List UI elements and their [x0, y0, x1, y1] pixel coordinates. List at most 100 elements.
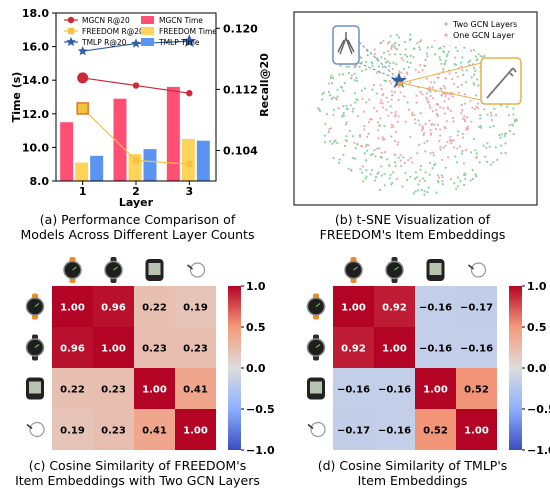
speed-sensor-icon-body [470, 262, 487, 278]
tsne-point [460, 65, 463, 68]
tsne-point [421, 93, 424, 96]
tsne-point [378, 147, 381, 150]
tsne-point [439, 146, 442, 149]
legend-marker [67, 16, 75, 24]
heatmap-cell [52, 409, 93, 450]
tsne-point [419, 112, 422, 115]
tsne-point [442, 146, 445, 149]
heatmap-value: −0.16 [419, 303, 452, 314]
tsne-point [383, 173, 386, 176]
tsne-point [463, 115, 466, 118]
tsne-point [475, 152, 478, 155]
tsne-point [380, 88, 383, 91]
tsne-point [512, 133, 515, 136]
tsne-point [332, 108, 336, 111]
tsne-point [390, 123, 394, 126]
tsne-point [458, 145, 462, 148]
tsne-point [399, 154, 402, 157]
tsne-point [471, 177, 474, 181]
tsne-point [346, 108, 349, 111]
tsne-point [409, 38, 412, 41]
tsne-point [353, 79, 356, 82]
tsne-point [390, 46, 393, 49]
tsne-point [403, 75, 406, 78]
tsne-point [438, 176, 441, 179]
tsne-point [337, 107, 340, 110]
tsne-point [414, 68, 417, 71]
recall-point [132, 157, 140, 164]
tsne-point [443, 63, 446, 66]
tsne-point [436, 103, 439, 106]
tsne-point [424, 64, 427, 68]
tsne-point [418, 143, 421, 146]
heatmap-cell [134, 409, 175, 450]
tsne-point [479, 117, 482, 120]
tsne-point [343, 81, 346, 85]
tsne-point [447, 97, 450, 100]
heatmap-value: 0.22 [142, 303, 167, 314]
tsne-point [399, 91, 402, 94]
tsne-point [333, 140, 336, 143]
tsne-point [364, 159, 367, 162]
heatmap-cell [175, 368, 216, 409]
tsne-point [323, 141, 327, 144]
heatmap-value: 1.00 [464, 426, 489, 437]
heatmap-cell [175, 409, 216, 450]
tsne-point [382, 51, 385, 54]
legend-marker [444, 33, 448, 37]
tsne-point [432, 97, 435, 100]
colorbar-tick-label: 0.0 [246, 362, 266, 375]
tsne-point [331, 82, 334, 85]
tsne-point [474, 149, 477, 152]
tsne-point [431, 86, 435, 89]
tsne-point [438, 56, 441, 59]
tsne-point [347, 167, 350, 170]
heatmap-cell [456, 409, 497, 450]
tsne-point [492, 125, 495, 128]
tsne-point [417, 183, 420, 186]
tsne-point [454, 56, 457, 59]
heatmap-cell [374, 327, 415, 368]
tsne-point [402, 59, 405, 62]
tsne-point [375, 92, 378, 95]
tsne-point [421, 125, 424, 128]
tsne-point [399, 53, 402, 56]
watch-black-strap-icon-hand [394, 266, 399, 271]
tsne-point [444, 59, 447, 62]
bike-computer-icon-screen [429, 263, 442, 275]
multitool-icon [337, 32, 355, 55]
heatmap-value: 0.22 [60, 385, 85, 396]
watch-orange-strap-icon-hand [34, 303, 40, 307]
heatmap-value: −0.16 [378, 385, 411, 396]
connector-line [400, 82, 482, 101]
tsne-point [373, 149, 376, 152]
tsne-point [395, 177, 398, 181]
tsne-point [437, 76, 440, 79]
tsne-point [406, 72, 409, 76]
colorbar-tick-label: 0.5 [527, 321, 547, 334]
x-tick-label: 3 [186, 185, 194, 198]
bar [143, 149, 157, 181]
tsne-point [512, 107, 515, 110]
tsne-point [388, 40, 391, 44]
bar [181, 139, 195, 181]
tsne-point [444, 95, 447, 98]
tsne-point [336, 88, 339, 91]
tsne-point [490, 114, 493, 117]
tsne-point [450, 78, 454, 81]
tsne-point [465, 128, 468, 131]
tsne-point [413, 177, 417, 180]
tsne-point [483, 108, 486, 111]
tsne-point [474, 55, 477, 58]
tsne-point [344, 123, 348, 126]
tsne-point [383, 138, 386, 141]
tsne-point [454, 46, 457, 49]
tsne-point [504, 142, 507, 145]
recall-point [186, 161, 193, 168]
recall-point [182, 34, 197, 47]
tsne-point [391, 94, 394, 97]
tsne-point [392, 61, 395, 64]
tsne-point [444, 93, 447, 96]
tsne-point [489, 111, 493, 114]
tsne-point [414, 190, 417, 193]
